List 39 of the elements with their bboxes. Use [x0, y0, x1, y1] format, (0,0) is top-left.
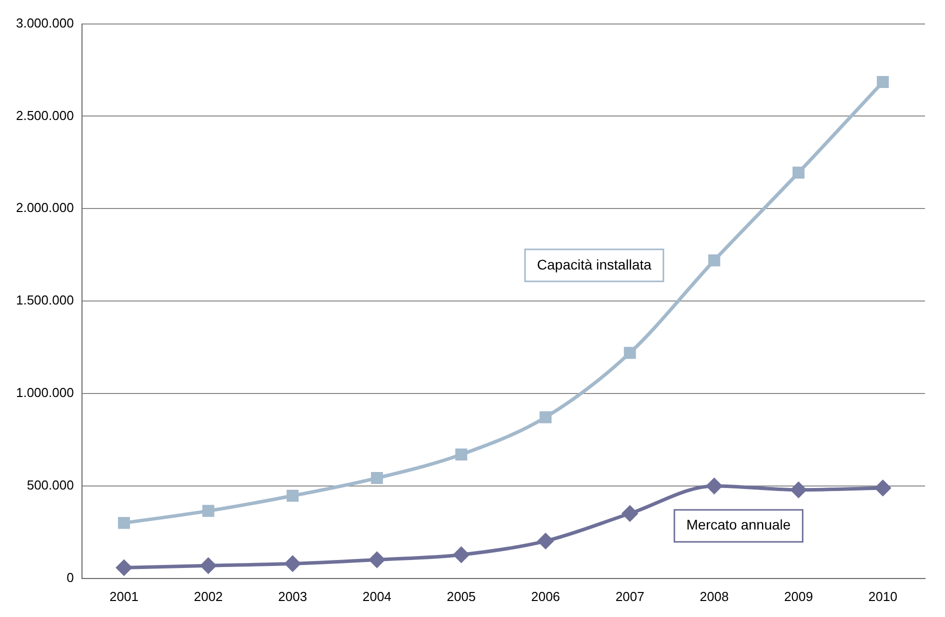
x-tick-label: 2005 — [446, 588, 476, 604]
x-tick-label: 2002 — [194, 588, 223, 604]
y-tick-label: 3.000.000 — [16, 15, 74, 30]
text: Capacità installata — [537, 256, 652, 272]
y-tick-label: 1.500.000 — [16, 292, 74, 308]
point — [622, 506, 638, 522]
point — [202, 504, 214, 517]
point — [876, 76, 889, 88]
point — [286, 490, 299, 502]
x-tick-label: 2009 — [784, 588, 813, 604]
y-tick-label: 2.500.000 — [16, 108, 74, 123]
point — [540, 411, 552, 424]
x-tick-label: 2004 — [362, 588, 392, 604]
y-tick-label: 1.000.000 — [16, 385, 74, 400]
point — [708, 254, 720, 266]
point — [369, 552, 385, 568]
x-tick-label: 2001 — [110, 588, 138, 604]
y-tick-label: 500.000 — [26, 478, 74, 493]
x-tick-label: 2003 — [278, 588, 308, 604]
point — [538, 533, 554, 549]
point — [790, 482, 806, 498]
point — [792, 166, 805, 179]
point — [370, 472, 383, 484]
point — [706, 478, 722, 494]
point — [455, 448, 468, 461]
x-tick-label: 2008 — [700, 588, 729, 604]
y-tick-label: 2.000.000 — [16, 200, 74, 216]
point — [200, 558, 216, 574]
x-tick-label: 2010 — [868, 588, 898, 604]
point — [118, 516, 130, 529]
series-label: Mercato annuale — [686, 516, 791, 533]
point — [116, 560, 132, 576]
point — [454, 546, 470, 562]
point — [624, 346, 636, 359]
point — [284, 556, 300, 572]
point — [875, 480, 891, 496]
x-tick-label: 2007 — [615, 588, 644, 604]
y-tick-label: 0 — [66, 570, 74, 585]
x-tick-label: 2006 — [531, 588, 560, 604]
